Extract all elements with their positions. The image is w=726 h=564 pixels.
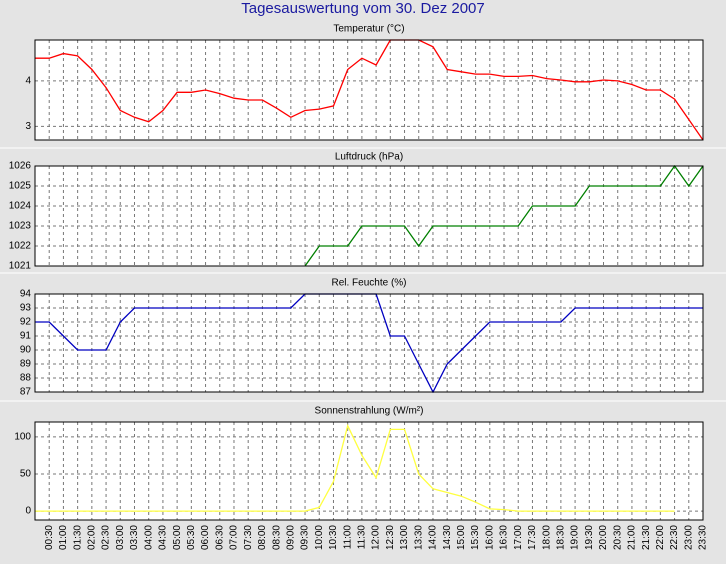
y-tick-label: 91 — [20, 331, 32, 342]
y-tick-label: 1026 — [9, 161, 32, 172]
panel-title: Rel. Feuchte (%) — [331, 278, 406, 289]
y-tick-label: 0 — [25, 506, 31, 517]
y-tick-label: 1023 — [9, 221, 32, 232]
panel-title: Luftdruck (hPa) — [335, 152, 403, 163]
y-tick-label: 100 — [14, 431, 31, 442]
y-tick-label: 3 — [25, 121, 31, 132]
x-tick-label: 00:30 — [44, 525, 55, 550]
x-tick-label: 15:30 — [470, 525, 481, 550]
x-tick-label: 14:00 — [428, 525, 439, 550]
panel-title: Temperatur (°C) — [333, 24, 404, 35]
data-line — [304, 165, 703, 267]
x-tick-label: 10:00 — [314, 525, 325, 550]
x-tick-label: 02:00 — [86, 525, 97, 550]
panel-title: Sonnenstrahlung (W/m²) — [315, 406, 424, 417]
x-tick-label: 18:30 — [556, 525, 567, 550]
x-tick-label: 06:00 — [200, 525, 211, 550]
y-tick-label: 1025 — [9, 181, 32, 192]
x-tick-label: 08:00 — [257, 525, 268, 550]
x-tick-label: 21:30 — [641, 525, 652, 550]
x-tick-label: 20:30 — [612, 525, 623, 550]
x-tick-label: 15:00 — [456, 525, 467, 550]
x-tick-label: 07:30 — [243, 525, 254, 550]
x-tick-label: 04:00 — [143, 525, 154, 550]
plot-area — [35, 166, 703, 266]
x-tick-label: 11:00 — [342, 525, 353, 550]
x-tick-label: 02:30 — [101, 525, 112, 550]
x-tick-label: 09:00 — [285, 525, 296, 550]
x-tick-label: 14:30 — [442, 525, 453, 550]
x-tick-label: 20:00 — [598, 525, 609, 550]
x-tick-label: 22:00 — [655, 525, 666, 550]
x-tick-label: 18:00 — [541, 525, 552, 550]
x-tick-label: 19:00 — [570, 525, 581, 550]
x-tick-label: 12:00 — [371, 525, 382, 550]
y-tick-label: 1021 — [9, 261, 32, 272]
x-tick-label: 23:30 — [698, 525, 709, 550]
y-tick-label: 92 — [20, 317, 32, 328]
x-tick-label: 17:00 — [513, 525, 524, 550]
x-tick-label: 01:30 — [72, 525, 83, 550]
x-tick-label: 10:30 — [328, 525, 339, 550]
x-tick-label: 03:00 — [115, 525, 126, 550]
plot-area — [35, 40, 703, 140]
x-tick-label: 13:00 — [399, 525, 410, 550]
plot-border — [34, 421, 704, 521]
y-tick-label: 94 — [20, 289, 32, 300]
x-tick-label: 11:30 — [357, 525, 368, 550]
y-tick-label: 50 — [20, 469, 32, 480]
x-tick-label: 13:30 — [413, 525, 424, 550]
plot-border — [34, 293, 704, 393]
x-tick-label: 03:30 — [129, 525, 140, 550]
plot-area — [35, 294, 703, 392]
plot-border — [34, 165, 704, 267]
data-line — [35, 39, 703, 141]
x-tick-label: 05:00 — [172, 525, 183, 550]
x-tick-label: 16:00 — [484, 525, 495, 550]
y-tick-label: 4 — [25, 76, 31, 87]
x-tick-label: 07:00 — [229, 525, 240, 550]
x-tick-label: 01:00 — [58, 525, 69, 550]
x-tick-label: 05:30 — [186, 525, 197, 550]
y-tick-label: 89 — [20, 359, 32, 370]
x-tick-label: 21:00 — [627, 525, 638, 550]
x-tick-label: 19:30 — [584, 525, 595, 550]
y-tick-label: 93 — [20, 303, 32, 314]
page-title: Tagesauswertung vom 30. Dez 2007 — [241, 0, 484, 17]
y-tick-label: 90 — [20, 345, 32, 356]
x-tick-label: 17:30 — [527, 525, 538, 550]
x-tick-label: 04:30 — [158, 525, 169, 550]
plot-area — [35, 422, 703, 520]
data-line — [35, 423, 675, 512]
x-tick-label: 06:30 — [214, 525, 225, 550]
y-tick-label: 88 — [20, 373, 32, 384]
plot-border — [34, 39, 704, 141]
x-tick-label: 22:30 — [669, 525, 680, 550]
y-tick-label: 1024 — [9, 201, 32, 212]
x-tick-label: 08:30 — [271, 525, 282, 550]
x-tick-label: 12:30 — [385, 525, 396, 550]
x-tick-label: 09:30 — [300, 525, 311, 550]
x-tick-label: 16:30 — [499, 525, 510, 550]
y-tick-label: 87 — [20, 387, 32, 398]
y-tick-label: 1022 — [9, 241, 32, 252]
x-tick-label: 23:00 — [683, 525, 694, 550]
